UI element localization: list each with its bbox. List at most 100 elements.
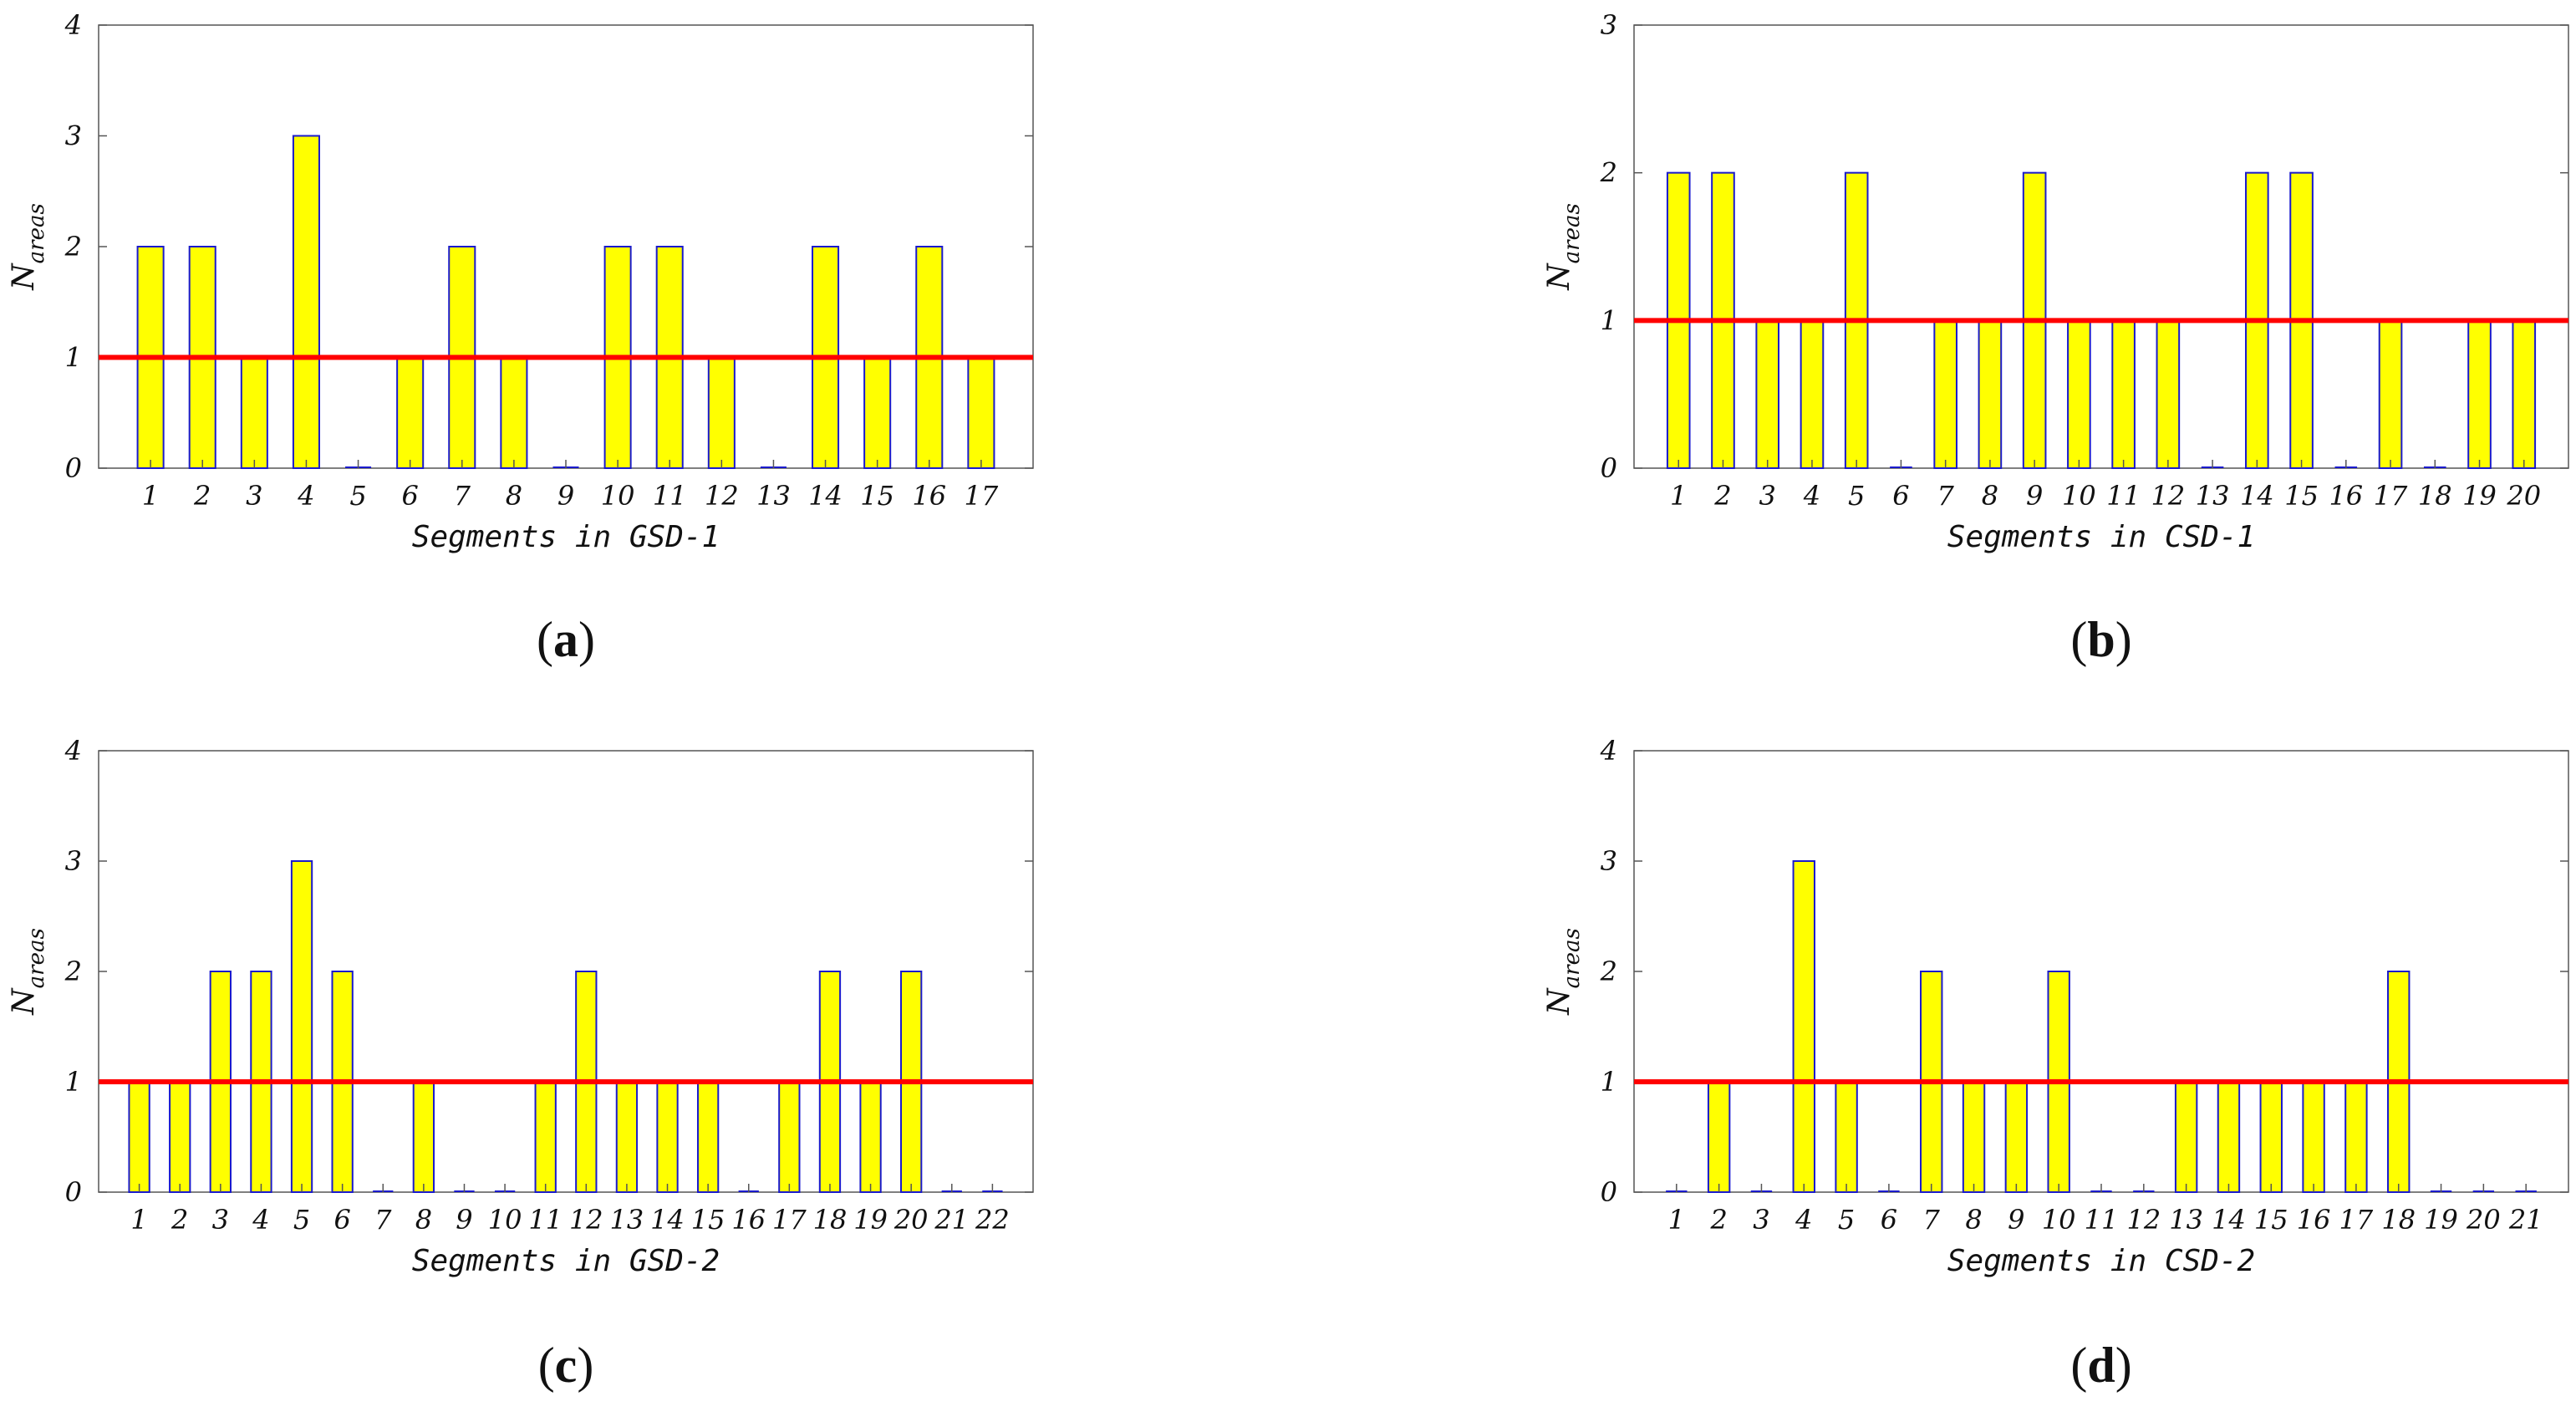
bar-13 [615, 1081, 639, 1193]
x-tick-label: 2 [1713, 480, 1731, 512]
panel-label-letter: a [553, 612, 578, 667]
bar-16 [2302, 1081, 2325, 1193]
x-tick-label: 15 [2254, 1204, 2288, 1236]
bar-10 [2067, 319, 2091, 470]
bar-19 [859, 1081, 882, 1193]
y-tick-label: 1 [65, 1066, 82, 1098]
bar-1 [128, 1081, 150, 1193]
y-tick-label: 2 [1600, 956, 1617, 987]
y-tick-label: 3 [1601, 845, 1617, 877]
x-tick-label: 6 [1881, 1204, 1897, 1236]
bar-5 [1835, 1081, 1858, 1193]
x-tick-label: 4 [297, 480, 314, 512]
x-tick-label: 13 [610, 1204, 644, 1236]
x-tick-label: 6 [1892, 480, 1909, 512]
x-tick-label: 1 [1668, 1204, 1685, 1236]
bar-17 [967, 356, 995, 469]
bar-17 [2378, 319, 2403, 470]
x-tick-label: 21 [2508, 1204, 2543, 1236]
x-tick-label: 1 [130, 1204, 147, 1236]
x-tick-label: 10 [2062, 480, 2096, 512]
y-axis-label-main: N [1542, 263, 1576, 291]
bar-13 [2174, 1081, 2198, 1193]
bar-4 [1792, 860, 1815, 1193]
y-axis-label-sub: areas [1560, 928, 1585, 988]
y-tick-label: 2 [1600, 157, 1617, 189]
x-tick-label: 10 [601, 480, 635, 512]
y-tick-label: 1 [65, 342, 82, 374]
panel-label-letter: b [2087, 612, 2115, 667]
x-tick-label: 2 [171, 1204, 188, 1236]
bar-11 [534, 1081, 557, 1193]
axes-box [1633, 24, 2569, 469]
x-tick-label: 7 [1937, 480, 1954, 512]
x-tick-label: 14 [808, 480, 843, 512]
y-tick-label: 3 [65, 845, 82, 877]
x-tick-label: 2 [1709, 1204, 1727, 1236]
x-tick-label: 5 [293, 1204, 310, 1236]
y-axis-label-main: N [1542, 987, 1576, 1016]
y-tick-label: 1 [1601, 1066, 1617, 1098]
bar-20 [2512, 319, 2537, 470]
x-tick-label: 3 [1753, 1204, 1769, 1236]
x-tick-label: 18 [813, 1204, 848, 1236]
x-tick-label: 12 [569, 1204, 603, 1236]
x-tick-label: 12 [2126, 1204, 2161, 1236]
axes-box [98, 750, 1034, 1193]
x-tick-label: 4 [1803, 480, 1820, 512]
panel-label-open-paren: ( [2070, 612, 2087, 667]
y-tick-label: 4 [64, 9, 82, 41]
x-tick-label: 8 [1965, 1204, 1982, 1236]
bar-15 [696, 1081, 720, 1193]
x-tick-label: 16 [912, 480, 946, 512]
y-tick-label: 2 [64, 956, 82, 987]
panel-label-open-paren: ( [537, 612, 553, 667]
bar-4 [292, 135, 320, 469]
x-tick-label: 13 [2196, 480, 2230, 512]
y-tick-label: 0 [1601, 452, 1617, 484]
bar-3 [1755, 319, 1780, 470]
panel-label-letter: d [2087, 1338, 2115, 1393]
bar-8 [1978, 319, 2003, 470]
bar-3 [240, 356, 268, 469]
panel-label-close-paren: ) [578, 612, 595, 667]
x-tick-label: 9 [2026, 480, 2043, 512]
x-tick-label: 3 [1759, 480, 1776, 512]
bar-8 [500, 356, 528, 469]
x-tick-label: 9 [456, 1204, 472, 1236]
panel-label-close-paren: ) [577, 1338, 593, 1393]
x-tick-label: 8 [1982, 480, 1998, 512]
x-tick-label: 9 [2008, 1204, 2024, 1236]
y-axis-label: Nareas [1542, 928, 1585, 1016]
bar-8 [412, 1081, 435, 1193]
y-axis-label-sub: areas [1560, 203, 1585, 263]
x-tick-label: 5 [1838, 1204, 1855, 1236]
x-tick-label: 10 [488, 1204, 522, 1236]
y-axis-label-sub: areas [24, 203, 49, 263]
x-tick-label: 15 [860, 480, 894, 512]
axes-box [98, 24, 1034, 469]
x-tick-label: 8 [506, 480, 522, 512]
x-tick-label: 22 [975, 1204, 1010, 1236]
y-axis-label-sub: areas [24, 928, 49, 988]
x-axis-label: Segments in GSD-2 [412, 1244, 720, 1278]
y-tick-label: 3 [1601, 9, 1617, 41]
x-tick-label: 15 [691, 1204, 725, 1236]
x-tick-label: 16 [731, 1204, 766, 1236]
x-tick-label: 20 [2506, 480, 2541, 512]
bar-17 [2344, 1081, 2368, 1193]
y-axis-label: Nareas [1542, 203, 1585, 291]
x-tick-label: 11 [653, 480, 687, 512]
bar-15 [2259, 1081, 2283, 1193]
x-tick-label: 20 [2466, 1204, 2501, 1236]
x-tick-label: 12 [2151, 480, 2185, 512]
bar-8 [1962, 1081, 1986, 1193]
x-axis-label: Segments in GSD-1 [412, 520, 720, 554]
x-tick-label: 15 [2284, 480, 2319, 512]
x-axis-label: Segments in CSD-1 [1947, 520, 2255, 554]
panel-label-open-paren: ( [2070, 1338, 2087, 1393]
